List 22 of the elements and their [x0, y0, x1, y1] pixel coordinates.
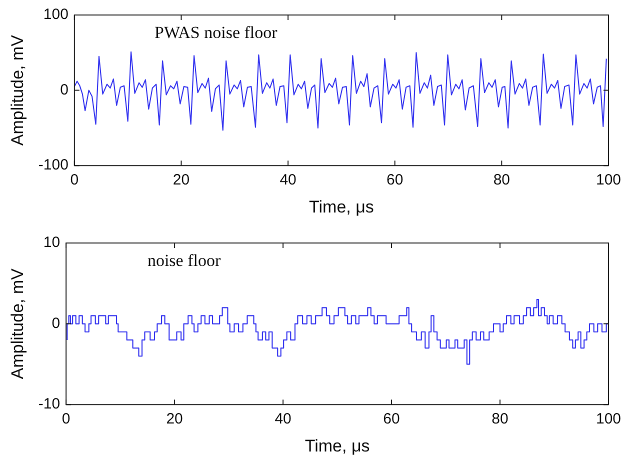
y-tick-label: -10 — [38, 396, 60, 413]
x-tick-label: 40 — [280, 172, 296, 189]
y-tick-label: 10 — [43, 234, 60, 252]
x-tick-label: 100 — [596, 172, 621, 189]
x-tick-label: 60 — [386, 172, 404, 189]
y-tick-label: 0 — [52, 314, 60, 332]
annotation: noise floor — [147, 250, 221, 270]
x-tick-label: 100 — [596, 410, 621, 428]
x-tick-label: 40 — [274, 410, 292, 428]
y-axis-title: Amplitude, mV — [8, 34, 27, 146]
x-tick-label: 80 — [493, 172, 510, 189]
x-tick-label: 60 — [383, 410, 400, 428]
x-tick-label: 80 — [492, 410, 508, 428]
x-axis-title: Time, μs — [309, 197, 374, 216]
x-tick-label: 20 — [172, 172, 190, 189]
annotation: PWAS noise floor — [154, 22, 278, 42]
x-axis-title: Time, μs — [304, 436, 370, 456]
y-tick-label: 0 — [60, 81, 68, 98]
y-axis-title: Amplitude, mV — [8, 268, 27, 380]
x-tick-label: 20 — [166, 410, 183, 428]
y-tick-label: 100 — [43, 6, 68, 24]
y-tick-label: -100 — [38, 156, 68, 174]
